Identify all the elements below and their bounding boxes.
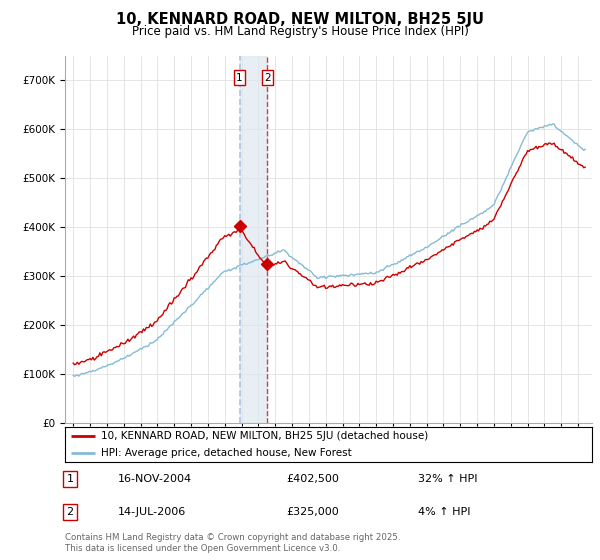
Text: 10, KENNARD ROAD, NEW MILTON, BH25 5JU (detached house): 10, KENNARD ROAD, NEW MILTON, BH25 5JU (… xyxy=(101,431,428,441)
Text: £325,000: £325,000 xyxy=(286,507,339,517)
Text: Contains HM Land Registry data © Crown copyright and database right 2025.
This d: Contains HM Land Registry data © Crown c… xyxy=(65,533,400,553)
Text: 1: 1 xyxy=(236,72,243,82)
Text: 10, KENNARD ROAD, NEW MILTON, BH25 5JU: 10, KENNARD ROAD, NEW MILTON, BH25 5JU xyxy=(116,12,484,27)
Text: 2: 2 xyxy=(264,72,271,82)
Text: 14-JUL-2006: 14-JUL-2006 xyxy=(118,507,186,517)
Text: Price paid vs. HM Land Registry's House Price Index (HPI): Price paid vs. HM Land Registry's House … xyxy=(131,25,469,38)
Text: 16-NOV-2004: 16-NOV-2004 xyxy=(118,474,191,484)
Bar xyxy=(239,56,268,423)
Text: 2: 2 xyxy=(67,507,74,517)
Text: 32% ↑ HPI: 32% ↑ HPI xyxy=(418,474,477,484)
Text: 1: 1 xyxy=(67,474,74,484)
Text: 4% ↑ HPI: 4% ↑ HPI xyxy=(418,507,470,517)
Text: HPI: Average price, detached house, New Forest: HPI: Average price, detached house, New … xyxy=(101,449,352,458)
Text: £402,500: £402,500 xyxy=(286,474,339,484)
